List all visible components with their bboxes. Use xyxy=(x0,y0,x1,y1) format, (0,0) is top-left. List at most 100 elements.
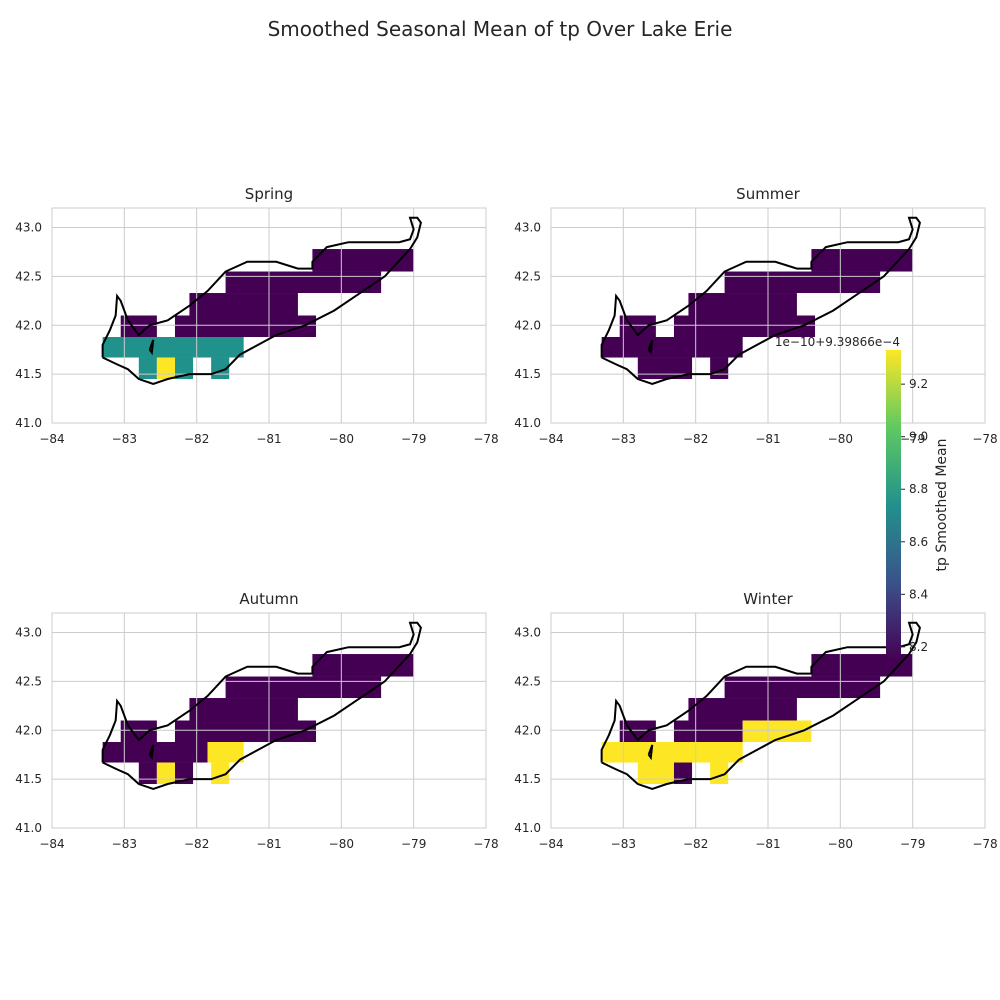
panel-winter: −84 −83 −82 −81 −80 −79 −78 41.0 41.5 42.0 42.5 43.… xyxy=(514,590,997,851)
x-tick-label: −79 xyxy=(401,432,426,446)
panel-spring: −84 −83 −82 −81 −80 −79 −78 41.0 41.5 42.0 42.5 43.… xyxy=(15,185,498,446)
panel-title: Winter xyxy=(743,590,793,608)
x-tick-label: −80 xyxy=(329,837,354,851)
heatmap-cell xyxy=(189,698,298,721)
x-tick-label: −78 xyxy=(473,432,498,446)
x-tick-label: −80 xyxy=(828,837,853,851)
island-outline xyxy=(148,339,155,356)
y-tick-label: 41.5 xyxy=(514,367,541,381)
heatmap-cell xyxy=(312,249,414,272)
colorbar-tick-label: 8.8 xyxy=(909,482,928,496)
y-tick-label: 43.0 xyxy=(15,626,42,640)
panels: −84 −83 −82 −81 −80 −79 −78 41.0 41.5 42.0 42.5 43.… xyxy=(15,185,997,851)
y-tick-label: 42.5 xyxy=(514,674,541,688)
y-tick-label: 41.5 xyxy=(15,772,42,786)
heatmap-cell xyxy=(724,676,881,699)
panel-title: Spring xyxy=(245,185,293,203)
heatmap-cell xyxy=(174,720,317,742)
heatmap-cell xyxy=(138,762,157,785)
x-tick-label: −81 xyxy=(256,432,281,446)
heatmap-cell xyxy=(673,315,816,337)
colorbar-ticks: 8.2 8.4 8.6 8.8 9.0 9.2 xyxy=(901,377,928,654)
colorbar-offset-text: 1e−10+9.39866e−4 xyxy=(775,335,900,349)
x-tick-label: −79 xyxy=(900,837,925,851)
x-tick-label: −80 xyxy=(828,432,853,446)
colorbar-tick-label: 9.2 xyxy=(909,377,928,391)
panel-title: Autumn xyxy=(239,590,298,608)
x-tick-label: −80 xyxy=(329,432,354,446)
x-tick-label: −81 xyxy=(755,837,780,851)
x-tick-label: −84 xyxy=(538,837,563,851)
y-tick-label: 41.5 xyxy=(15,367,42,381)
heatmap-cell xyxy=(637,762,674,785)
panel-summer: −84 −83 −82 −81 −80 −79 −78 41.0 41.5 42.0 42.5 43.… xyxy=(514,185,997,446)
heatmap-cell xyxy=(724,271,881,294)
x-tick-label: −79 xyxy=(401,837,426,851)
x-tick-label: −79 xyxy=(900,432,925,446)
heatmap-cell xyxy=(174,315,317,337)
x-tick-label: −78 xyxy=(972,432,997,446)
colorbar-tick-label: 8.2 xyxy=(909,640,928,654)
x-tick-label: −83 xyxy=(112,432,137,446)
heatmap-cell xyxy=(619,315,656,337)
heatmap-cell xyxy=(156,357,175,380)
colorbar-tick-label: 8.6 xyxy=(909,535,928,549)
heatmap-cell xyxy=(189,293,298,316)
heatmap-cell xyxy=(688,293,797,316)
x-tick-label: −83 xyxy=(611,837,636,851)
y-tick-label: 42.5 xyxy=(15,269,42,283)
heatmap-cell xyxy=(312,654,414,677)
x-tick-label: −83 xyxy=(611,432,636,446)
heatmap-cell xyxy=(225,676,382,699)
y-tick-label: 42.0 xyxy=(514,723,541,737)
figure-title: Smoothed Seasonal Mean of tp Over Lake E… xyxy=(268,17,733,41)
colorbar-gradient xyxy=(886,350,901,660)
island-outline xyxy=(148,744,155,761)
heatmap-cell xyxy=(120,720,157,742)
x-tick-label: −81 xyxy=(755,432,780,446)
heatmap-cell xyxy=(156,762,175,785)
y-tick-label: 41.0 xyxy=(15,821,42,835)
x-tick-label: −81 xyxy=(256,837,281,851)
y-tick-label: 42.0 xyxy=(15,318,42,332)
lake-coastline xyxy=(600,621,921,790)
heatmap-cell xyxy=(811,249,913,272)
panel-title: Summer xyxy=(736,185,800,203)
x-tick-label: −78 xyxy=(972,837,997,851)
heatmap-cell xyxy=(102,337,244,358)
island-outline xyxy=(647,744,654,761)
heatmap-cell xyxy=(742,720,812,742)
y-tick-label: 41.5 xyxy=(514,772,541,786)
colorbar-tick-label: 8.4 xyxy=(909,587,928,601)
y-tick-label: 41.0 xyxy=(15,416,42,430)
y-tick-label: 42.5 xyxy=(15,674,42,688)
x-tick-label: −82 xyxy=(184,432,209,446)
x-tick-label: −83 xyxy=(112,837,137,851)
heatmap-cell xyxy=(207,742,244,763)
heatmap-cell xyxy=(673,720,743,742)
y-tick-label: 43.0 xyxy=(514,626,541,640)
x-tick-label: −82 xyxy=(683,432,708,446)
heatmap-cell xyxy=(120,315,157,337)
panel-autumn: −84 −83 −82 −81 −80 −79 −78 41.0 41.5 42.0 42.5 43.… xyxy=(15,590,498,851)
y-tick-label: 42.5 xyxy=(514,269,541,283)
y-tick-label: 43.0 xyxy=(15,221,42,235)
lake-coastline xyxy=(101,621,422,790)
heatmap-cell xyxy=(225,271,382,294)
x-tick-label: −84 xyxy=(39,432,64,446)
y-tick-label: 43.0 xyxy=(514,221,541,235)
x-tick-label: −82 xyxy=(683,837,708,851)
y-tick-label: 42.0 xyxy=(514,318,541,332)
heatmap-cell xyxy=(102,742,208,763)
heatmap-cell xyxy=(619,720,656,742)
heatmap-cell xyxy=(688,698,797,721)
y-tick-label: 41.0 xyxy=(514,821,541,835)
colorbar-label: tp Smoothed Mean xyxy=(934,439,950,572)
x-tick-label: −82 xyxy=(184,837,209,851)
lake-coastline xyxy=(600,216,921,385)
heatmap-cell xyxy=(601,742,743,763)
x-tick-label: −84 xyxy=(39,837,64,851)
y-tick-label: 41.0 xyxy=(514,416,541,430)
colorbar-tick-label: 9.0 xyxy=(909,430,928,444)
